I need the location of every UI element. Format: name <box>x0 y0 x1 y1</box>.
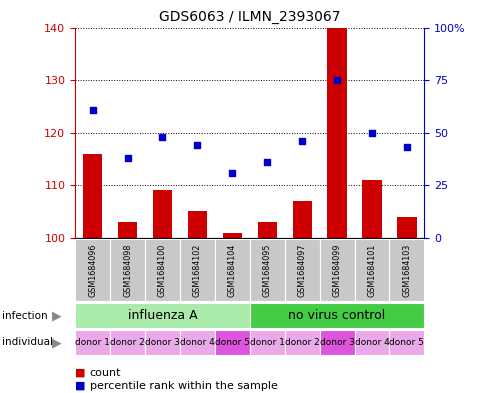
Text: donor 2: donor 2 <box>284 338 319 347</box>
Bar <box>319 239 354 301</box>
Text: donor 4: donor 4 <box>180 338 214 347</box>
Bar <box>118 222 137 238</box>
Text: percentile rank within the sample: percentile rank within the sample <box>90 381 277 391</box>
Bar <box>354 330 389 355</box>
Bar <box>180 330 214 355</box>
Bar <box>180 239 214 301</box>
Text: ■: ■ <box>75 367 86 378</box>
Bar <box>83 154 102 238</box>
Text: GSM1684099: GSM1684099 <box>332 243 341 297</box>
Point <box>228 169 236 176</box>
Point <box>89 107 96 113</box>
Bar <box>249 239 284 301</box>
Text: GSM1684102: GSM1684102 <box>193 244 201 297</box>
Bar <box>327 28 346 238</box>
Bar <box>214 330 249 355</box>
Text: donor 4: donor 4 <box>354 338 389 347</box>
Text: no virus control: no virus control <box>288 309 385 322</box>
Bar <box>284 239 319 301</box>
Point <box>158 134 166 140</box>
Bar <box>389 330 424 355</box>
Bar <box>110 239 145 301</box>
Text: individual: individual <box>2 338 53 347</box>
Text: ▶: ▶ <box>52 336 62 349</box>
Point <box>367 129 375 136</box>
Point <box>123 155 131 161</box>
Text: influenza A: influenza A <box>127 309 197 322</box>
Text: infection: infection <box>2 311 48 321</box>
Bar <box>145 330 180 355</box>
Bar <box>145 239 180 301</box>
Bar <box>187 211 207 238</box>
Text: GSM1684101: GSM1684101 <box>367 244 376 297</box>
Bar <box>396 217 416 238</box>
Bar <box>214 239 249 301</box>
Bar <box>389 239 424 301</box>
Bar <box>319 330 354 355</box>
Bar <box>292 201 311 238</box>
Bar <box>222 233 242 238</box>
Text: GSM1684098: GSM1684098 <box>123 244 132 297</box>
Title: GDS6063 / ILMN_2393067: GDS6063 / ILMN_2393067 <box>159 10 340 24</box>
Point <box>298 138 305 144</box>
Text: count: count <box>90 367 121 378</box>
Text: GSM1684097: GSM1684097 <box>297 243 306 297</box>
Text: GSM1684103: GSM1684103 <box>402 244 410 297</box>
Bar <box>257 222 276 238</box>
Bar <box>110 330 145 355</box>
Point <box>193 142 201 149</box>
Text: GSM1684095: GSM1684095 <box>262 243 271 297</box>
Text: donor 3: donor 3 <box>319 338 354 347</box>
Bar <box>249 303 424 329</box>
Bar <box>362 180 381 238</box>
Text: ▶: ▶ <box>52 309 62 322</box>
Point <box>333 77 340 83</box>
Text: GSM1684100: GSM1684100 <box>158 244 166 297</box>
Text: donor 2: donor 2 <box>110 338 145 347</box>
Text: GSM1684104: GSM1684104 <box>227 244 236 297</box>
Text: donor 1: donor 1 <box>249 338 284 347</box>
Bar <box>152 191 172 238</box>
Point <box>263 159 271 165</box>
Text: donor 3: donor 3 <box>145 338 180 347</box>
Text: donor 5: donor 5 <box>214 338 249 347</box>
Text: donor 1: donor 1 <box>75 338 110 347</box>
Bar <box>249 330 284 355</box>
Bar <box>75 330 110 355</box>
Text: GSM1684096: GSM1684096 <box>88 244 97 297</box>
Bar <box>75 239 110 301</box>
Bar <box>284 330 319 355</box>
Bar <box>354 239 389 301</box>
Text: ■: ■ <box>75 381 86 391</box>
Bar <box>75 303 249 329</box>
Text: donor 5: donor 5 <box>389 338 424 347</box>
Point <box>402 144 410 151</box>
